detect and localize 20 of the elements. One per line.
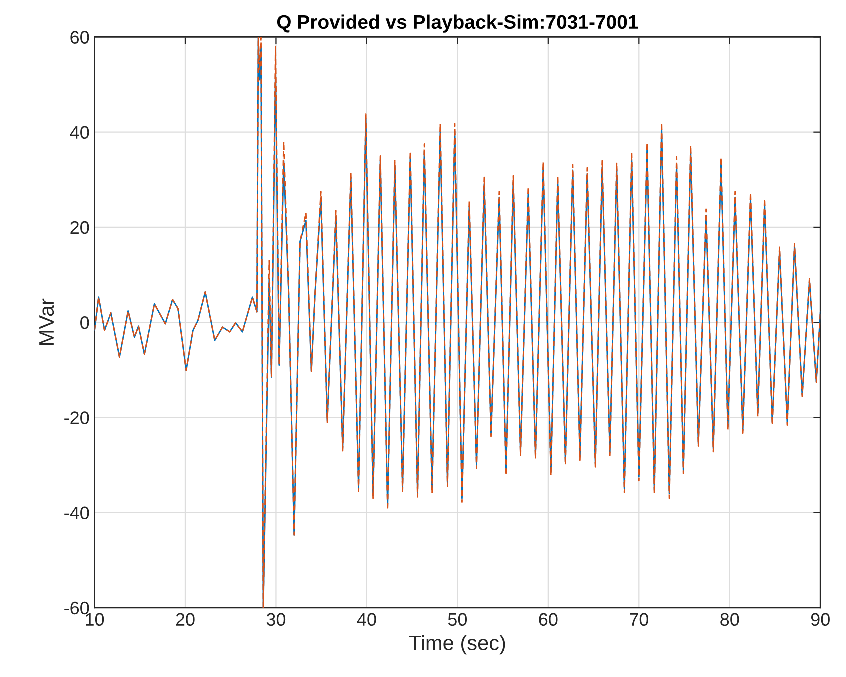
- x-tick-label: 60: [539, 613, 558, 626]
- x-tick-label: 70: [630, 613, 648, 626]
- y-axis-title: MVar: [40, 298, 54, 345]
- x-tick-label: 80: [720, 613, 740, 626]
- y-tick-label: -20: [64, 412, 90, 424]
- x-tick-label: 10: [86, 613, 104, 626]
- y-tick-label: -40: [64, 506, 90, 520]
- line-series: [94, 37, 821, 608]
- x-tick-label: 40: [357, 613, 376, 626]
- y-tick-label: 60: [70, 31, 90, 44]
- chart-title: Q Provided vs Playback-Sim:7031-7001: [277, 14, 638, 33]
- x-tick-label: 90: [811, 613, 830, 626]
- x-axis-title: Time (sec): [409, 635, 506, 655]
- y-tick-label: 0: [80, 316, 90, 330]
- y-tick-label: 40: [70, 126, 90, 140]
- x-tick-label: 50: [448, 613, 468, 626]
- x-tick-label: 20: [176, 613, 195, 626]
- y-tick-label: -60: [64, 602, 90, 615]
- x-tick-label: 30: [266, 613, 286, 626]
- y-tick-label: 20: [70, 221, 90, 234]
